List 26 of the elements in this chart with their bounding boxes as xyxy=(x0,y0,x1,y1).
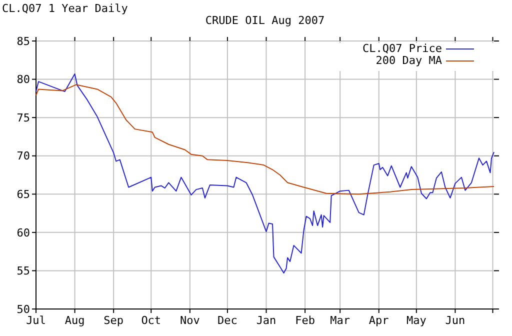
y-tick-label: 65 xyxy=(16,188,30,201)
x-tick-label: Jun xyxy=(445,314,466,327)
legend-label: 200 Day MA xyxy=(376,54,442,67)
x-tick-label: Nov xyxy=(180,314,200,327)
x-tick-label: Jul xyxy=(26,314,46,327)
chart-subtitle: CL.Q07 1 Year Daily xyxy=(2,2,128,15)
x-tick-label: Oct xyxy=(141,314,162,327)
legend-label: CL.Q07 Price xyxy=(362,42,442,55)
y-tick-label: 60 xyxy=(16,226,30,240)
x-tick-label: Mar xyxy=(330,314,350,327)
line-series xyxy=(36,84,494,195)
y-tick-label: 70 xyxy=(16,150,30,163)
x-tick-label: Jan xyxy=(256,314,276,327)
x-tick-label: Feb xyxy=(295,314,315,327)
chart-title: CRUDE OIL Aug 2007 xyxy=(205,14,325,27)
y-tick-label: 85 xyxy=(16,34,30,48)
y-tick-label: 75 xyxy=(16,111,30,124)
x-tick-label: Aug xyxy=(64,314,85,327)
y-tick-label: 55 xyxy=(16,264,30,278)
x-tick-label: Sep xyxy=(104,314,124,327)
line-series xyxy=(36,73,494,274)
y-tick-label: 50 xyxy=(16,302,30,316)
y-tick-label: 80 xyxy=(16,73,30,86)
x-tick-label: Dec xyxy=(218,314,238,327)
x-tick-label: May xyxy=(406,314,427,327)
x-tick-label: Apr xyxy=(368,314,390,327)
